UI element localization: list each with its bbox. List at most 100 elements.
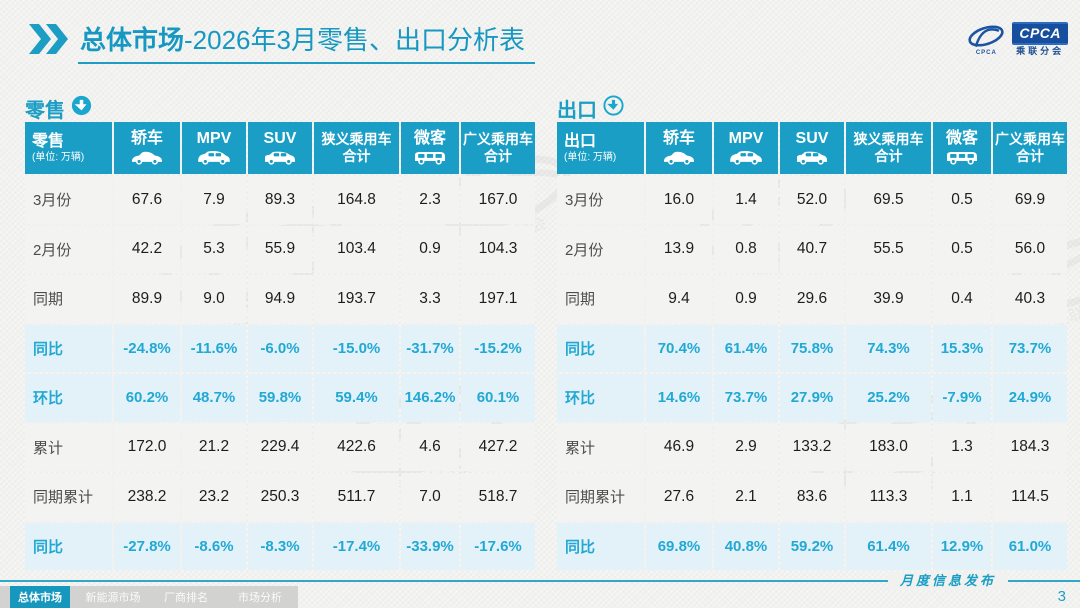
suv-icon bbox=[794, 149, 830, 165]
table-value-cell: 164.8 bbox=[314, 176, 399, 224]
table-value-cell: 40.3 bbox=[993, 275, 1067, 323]
table-value-cell: 59.8% bbox=[248, 374, 312, 422]
table-value-cell: 52.0 bbox=[780, 176, 844, 224]
table-value-cell: 0.5 bbox=[933, 225, 991, 273]
row-label: 同比 bbox=[557, 522, 644, 570]
row-label: 同期累计 bbox=[25, 473, 112, 521]
column-label-line2: 合计 bbox=[342, 148, 371, 164]
suv-icon bbox=[262, 149, 298, 165]
tab-overall-market[interactable]: 总体市场 bbox=[10, 586, 70, 608]
down-arrow-filled-icon bbox=[71, 95, 92, 122]
column-header: 轿车 bbox=[114, 122, 180, 174]
column-label: 微客 bbox=[413, 129, 446, 147]
table-value-cell: 25.2% bbox=[846, 374, 931, 422]
table-value-cell: 13.9 bbox=[646, 225, 712, 273]
row-label: 3月份 bbox=[557, 176, 644, 224]
table-value-cell: 69.9 bbox=[993, 176, 1067, 224]
double-chevron-icon bbox=[28, 23, 68, 60]
table-value-cell: 12.9% bbox=[933, 522, 991, 570]
table-value-cell: -6.0% bbox=[248, 324, 312, 372]
table-value-cell: -24.8% bbox=[114, 324, 180, 372]
table-value-cell: 89.3 bbox=[248, 176, 312, 224]
table-value-cell: 7.0 bbox=[401, 473, 459, 521]
column-header: 广义乘用车 合计 bbox=[993, 122, 1067, 174]
corner-title: 出口 bbox=[564, 133, 597, 151]
row-label: 同期 bbox=[557, 275, 644, 323]
table-value-cell: 511.7 bbox=[314, 473, 399, 521]
tab-oem-ranking[interactable]: 厂商排名 bbox=[164, 592, 208, 604]
table-value-cell: 56.0 bbox=[993, 225, 1067, 273]
cpca-brand: CPCA bbox=[1012, 22, 1068, 45]
column-header: SUV bbox=[780, 122, 844, 174]
table-value-cell: 167.0 bbox=[461, 176, 535, 224]
table-value-cell: 427.2 bbox=[461, 423, 535, 471]
table-value-cell: 1.3 bbox=[933, 423, 991, 471]
table-value-cell: 103.4 bbox=[314, 225, 399, 273]
page-title: 总体市场-2026年3月零售、出口分析表 bbox=[28, 20, 535, 64]
table-value-cell: 61.0% bbox=[993, 522, 1067, 570]
table-value-cell: 518.7 bbox=[461, 473, 535, 521]
export-section-label: 出口 bbox=[557, 100, 597, 122]
table-value-cell: -31.7% bbox=[401, 324, 459, 372]
column-label: 广义乘用车 bbox=[463, 131, 533, 148]
table-value-cell: 40.7 bbox=[780, 225, 844, 273]
row-label: 同期累计 bbox=[557, 473, 644, 521]
table-value-cell: 0.9 bbox=[401, 225, 459, 273]
column-header: 狭义乘用车 合计 bbox=[314, 122, 399, 174]
table-value-cell: 193.7 bbox=[314, 275, 399, 323]
table-value-cell: -17.6% bbox=[461, 522, 535, 570]
table-value-cell: 0.4 bbox=[933, 275, 991, 323]
row-label: 2月份 bbox=[557, 225, 644, 273]
row-label: 3月份 bbox=[25, 176, 112, 224]
tab-market-analysis[interactable]: 市场分析 bbox=[238, 592, 282, 604]
section-head-export: 出口 bbox=[557, 94, 624, 123]
row-label: 累计 bbox=[557, 423, 644, 471]
table-value-cell: 73.7% bbox=[714, 374, 778, 422]
table-value-cell: -27.8% bbox=[114, 522, 180, 570]
column-header: MPV bbox=[714, 122, 778, 174]
export-corner-cell: 出口 (单位: 万辆) bbox=[557, 122, 644, 174]
table-value-cell: 2.1 bbox=[714, 473, 778, 521]
table-value-cell: 4.6 bbox=[401, 423, 459, 471]
table-value-cell: 75.8% bbox=[780, 324, 844, 372]
table-value-cell: 1.4 bbox=[714, 176, 778, 224]
tab-nev-market[interactable]: 新能源市场 bbox=[85, 592, 141, 604]
table-value-cell: 83.6 bbox=[780, 473, 844, 521]
table-value-cell: 133.2 bbox=[780, 423, 844, 471]
row-label: 同比 bbox=[25, 324, 112, 372]
corner-title: 零售 bbox=[32, 133, 65, 151]
row-label: 同比 bbox=[25, 522, 112, 570]
table-value-cell: -33.9% bbox=[401, 522, 459, 570]
table-value-cell: -15.2% bbox=[461, 324, 535, 372]
table-value-cell: 23.2 bbox=[182, 473, 246, 521]
table-value-cell: 238.2 bbox=[114, 473, 180, 521]
mpv-icon bbox=[727, 149, 765, 165]
table-value-cell: 9.4 bbox=[646, 275, 712, 323]
table-value-cell: 27.9% bbox=[780, 374, 844, 422]
table-value-cell: 74.3% bbox=[846, 324, 931, 372]
section-head-retail: 零售 bbox=[25, 94, 92, 123]
down-arrow-outline-icon bbox=[603, 95, 624, 122]
table-value-cell: 94.9 bbox=[248, 275, 312, 323]
table-value-cell: 70.4% bbox=[646, 324, 712, 372]
table-value-cell: -15.0% bbox=[314, 324, 399, 372]
table-value-cell: 2.9 bbox=[714, 423, 778, 471]
table-value-cell: 73.7% bbox=[993, 324, 1067, 372]
column-label: SUV bbox=[263, 129, 297, 147]
column-header: 轿车 bbox=[646, 122, 712, 174]
table-value-cell: 42.2 bbox=[114, 225, 180, 273]
title-bold: 总体市场 bbox=[80, 25, 185, 55]
row-label: 同期 bbox=[25, 275, 112, 323]
table-value-cell: 104.3 bbox=[461, 225, 535, 273]
table-value-cell: 24.9% bbox=[993, 374, 1067, 422]
column-label: 微客 bbox=[945, 129, 978, 147]
table-value-cell: 61.4% bbox=[714, 324, 778, 372]
table-value-cell: 40.8% bbox=[714, 522, 778, 570]
emblem-caption: CPCA bbox=[975, 50, 997, 56]
table-value-cell: 69.5 bbox=[846, 176, 931, 224]
row-label: 环比 bbox=[25, 374, 112, 422]
table-value-cell: -11.6% bbox=[182, 324, 246, 372]
unit-label: (单位: 万辆) bbox=[32, 151, 85, 163]
table-value-cell: -8.6% bbox=[182, 522, 246, 570]
column-label: 轿车 bbox=[662, 129, 695, 147]
